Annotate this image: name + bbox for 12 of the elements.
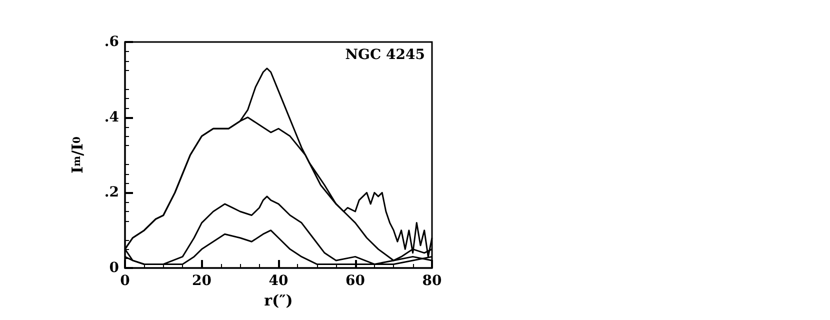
x-tick-label: 60	[346, 273, 366, 289]
x-tick-label: 80	[422, 273, 442, 289]
y-tick-label: 0	[109, 260, 120, 276]
y-tick-label: .6	[104, 34, 119, 50]
x-axis-title: r(″)	[264, 291, 293, 310]
y-tick-label: .2	[104, 184, 119, 201]
y-tick-label: .4	[104, 109, 120, 126]
y-axis-title: Im/I0	[68, 136, 86, 174]
x-tick-label: 40	[268, 273, 288, 289]
x-tick-label: 20	[192, 273, 212, 289]
x-tick-label: 0	[120, 273, 130, 289]
annotation: NGC 4245	[345, 47, 425, 63]
